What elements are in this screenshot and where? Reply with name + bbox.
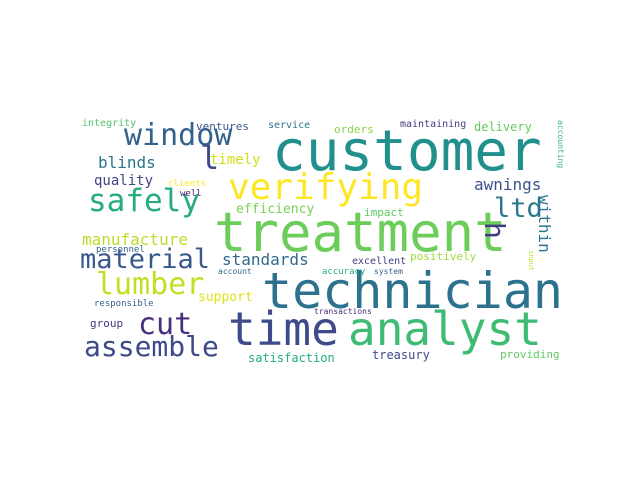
word-safely: safely <box>88 183 200 219</box>
word-material: material <box>80 244 211 275</box>
word-time: time <box>228 302 339 356</box>
word-blinds: blinds <box>98 153 156 172</box>
word-awnings: awnings <box>474 175 542 194</box>
word-efficiency: efficiency <box>236 202 315 217</box>
word-treatment: treatment <box>214 201 507 264</box>
word-verifying: verifying <box>228 167 424 208</box>
word-account: account <box>218 267 252 276</box>
word-personnel: personnel <box>96 245 145 255</box>
word-maintaining: maintaining <box>400 119 467 130</box>
word-ventures: ventures <box>196 120 249 133</box>
word-satisfaction: satisfaction <box>248 351 335 365</box>
word-cut: cut <box>138 307 193 342</box>
word-system: system <box>374 267 403 276</box>
word-input: input <box>527 250 535 272</box>
word-excellent: excellent <box>352 256 407 267</box>
word-integrity: integrity <box>82 118 137 129</box>
word-window: window <box>124 118 233 153</box>
word-treasury: treasury <box>372 348 430 362</box>
word-accounting: accounting <box>556 120 565 169</box>
word-positively: positively <box>410 250 477 263</box>
word-ltd: ltd <box>494 193 543 224</box>
word-group: group <box>90 317 124 330</box>
word-orders: orders <box>334 123 374 136</box>
word-customer: customer <box>272 119 542 184</box>
word-support: support <box>198 290 253 305</box>
word-responsible: responsible <box>94 299 154 309</box>
word-manufacture: manufacture <box>82 230 188 249</box>
word-lumber: lumber <box>96 267 205 302</box>
word-well: well <box>180 189 202 199</box>
word-standards: standards <box>222 250 309 269</box>
word-within: within <box>535 195 554 253</box>
word-providing: providing <box>500 348 560 361</box>
word-l: l <box>200 139 220 177</box>
word-timely: timely <box>210 152 261 168</box>
word-accuracy: accuracy <box>322 267 366 277</box>
word-delivery: delivery <box>474 120 532 134</box>
word-transactions: transactions <box>314 307 372 316</box>
word-h: h <box>478 222 511 239</box>
word-assemble: assemble <box>84 330 219 363</box>
word-impact: impact <box>364 206 404 219</box>
word-analyst: analyst <box>348 302 542 356</box>
word-technician: technician <box>262 262 564 320</box>
word-quality: quality <box>94 173 154 189</box>
word-service: service <box>268 120 311 131</box>
word-clients: clients <box>168 179 206 189</box>
